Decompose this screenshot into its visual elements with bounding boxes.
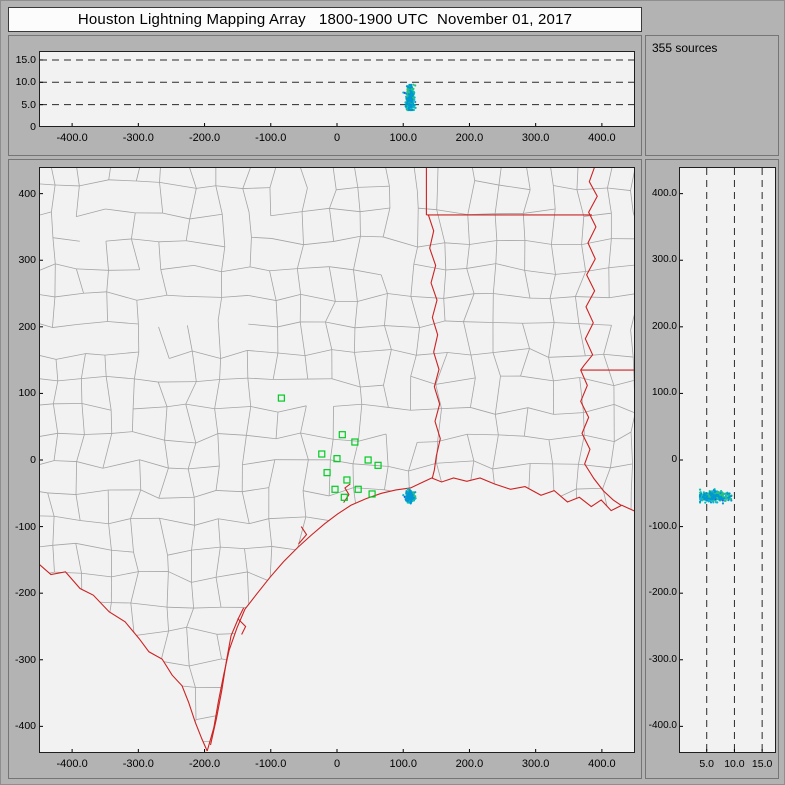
map-y-tick-label: -300 bbox=[14, 653, 36, 666]
county-lines bbox=[39, 167, 635, 752]
ns-y-tick-label: 300.0 bbox=[651, 254, 677, 266]
map-x-tick-label: 200.0 bbox=[455, 758, 484, 770]
ew-y-tick-label: 0 bbox=[30, 121, 36, 133]
map-y-tick-label: 100 bbox=[18, 387, 36, 400]
map-x-tick-label: -300.0 bbox=[122, 758, 154, 770]
sources-count-panel: 355 sources bbox=[645, 35, 779, 156]
ew-x-tick-label: 200.0 bbox=[455, 132, 484, 144]
altitude-northsouth-panel bbox=[645, 159, 779, 779]
altitude-vs-northsouth-plot[interactable] bbox=[679, 167, 776, 753]
sources-count-label: 355 sources bbox=[652, 41, 718, 55]
map-x-tick-label: 0 bbox=[333, 758, 341, 770]
plan-view-panel bbox=[8, 159, 642, 779]
bay-outline bbox=[237, 618, 247, 635]
ns-y-tick-label: 0 bbox=[671, 454, 677, 465]
ns-y-tick-label: -100.0 bbox=[648, 520, 677, 532]
map-y-tick-label: 400 bbox=[18, 187, 36, 200]
gulf-coastline bbox=[206, 477, 635, 752]
ns-y-tick-label: -400.0 bbox=[648, 720, 677, 732]
plan-view-map-plot[interactable] bbox=[39, 167, 635, 753]
map-x-tick-label: 100.0 bbox=[389, 758, 417, 770]
ns-y-tick-label: 400.0 bbox=[651, 187, 677, 199]
map-x-tick-label: -400.0 bbox=[56, 758, 88, 770]
map-y-tick-label: 0 bbox=[30, 454, 36, 466]
sources-scatter-plan bbox=[402, 488, 417, 505]
map-x-tick-label: -200.0 bbox=[188, 758, 221, 770]
map-x-tick-label: -100.0 bbox=[255, 758, 287, 770]
ew-x-tick-label: 400.0 bbox=[588, 132, 616, 144]
map-y-tick-label: -400 bbox=[14, 720, 36, 733]
map-y-tick-label: -200 bbox=[14, 587, 36, 600]
state-border-line bbox=[580, 167, 622, 506]
map-y-tick-label: 200 bbox=[18, 320, 36, 333]
lma-station-markers bbox=[277, 394, 382, 501]
altitude-vs-eastwest-plot[interactable] bbox=[39, 51, 635, 127]
ew-x-tick-label: -100.0 bbox=[255, 132, 287, 144]
ns-y-tick-label: -200.0 bbox=[648, 587, 677, 599]
title-bar: Houston Lightning Mapping Array 1800-190… bbox=[8, 7, 642, 32]
altitude-eastwest-panel bbox=[8, 35, 642, 156]
ew-x-tick-label: 100.0 bbox=[389, 132, 417, 144]
ew-y-tick-label: 10.0 bbox=[15, 76, 36, 89]
page-title: Houston Lightning Mapping Array 1800-190… bbox=[77, 11, 573, 28]
map-x-tick-label: 300.0 bbox=[521, 758, 550, 770]
ns-x-tick-label: 5.0 bbox=[699, 758, 714, 770]
ns-y-tick-label: -300.0 bbox=[648, 653, 677, 665]
ew-x-tick-label: 0 bbox=[333, 132, 341, 144]
ns-y-tick-label: 200.0 bbox=[651, 320, 677, 332]
map-y-tick-label: 300 bbox=[18, 254, 36, 267]
ns-y-tick-label: 100.0 bbox=[651, 387, 677, 399]
ew-x-tick-label: -200.0 bbox=[188, 132, 221, 144]
ew-x-tick-label: 300.0 bbox=[521, 132, 550, 144]
rio-grande-border-line bbox=[39, 563, 208, 752]
ew-y-tick-label: 5.0 bbox=[21, 98, 36, 111]
state-border-line bbox=[427, 214, 441, 479]
ns-x-tick-label: 15.0 bbox=[751, 758, 773, 770]
sources-scatter-ew bbox=[402, 83, 417, 112]
ew-x-tick-label: -400.0 bbox=[56, 132, 88, 144]
map-y-tick-label: -100 bbox=[14, 520, 36, 533]
ew-y-tick-label: 15.0 bbox=[15, 53, 36, 66]
bay-outline bbox=[298, 526, 308, 545]
ew-x-tick-label: -300.0 bbox=[122, 132, 154, 144]
barrier-island-line bbox=[209, 607, 245, 746]
sources-scatter-ns bbox=[698, 488, 733, 505]
bay-outline bbox=[343, 483, 351, 503]
map-x-tick-label: 400.0 bbox=[588, 758, 616, 770]
ns-x-tick-label: 10.0 bbox=[724, 758, 745, 770]
